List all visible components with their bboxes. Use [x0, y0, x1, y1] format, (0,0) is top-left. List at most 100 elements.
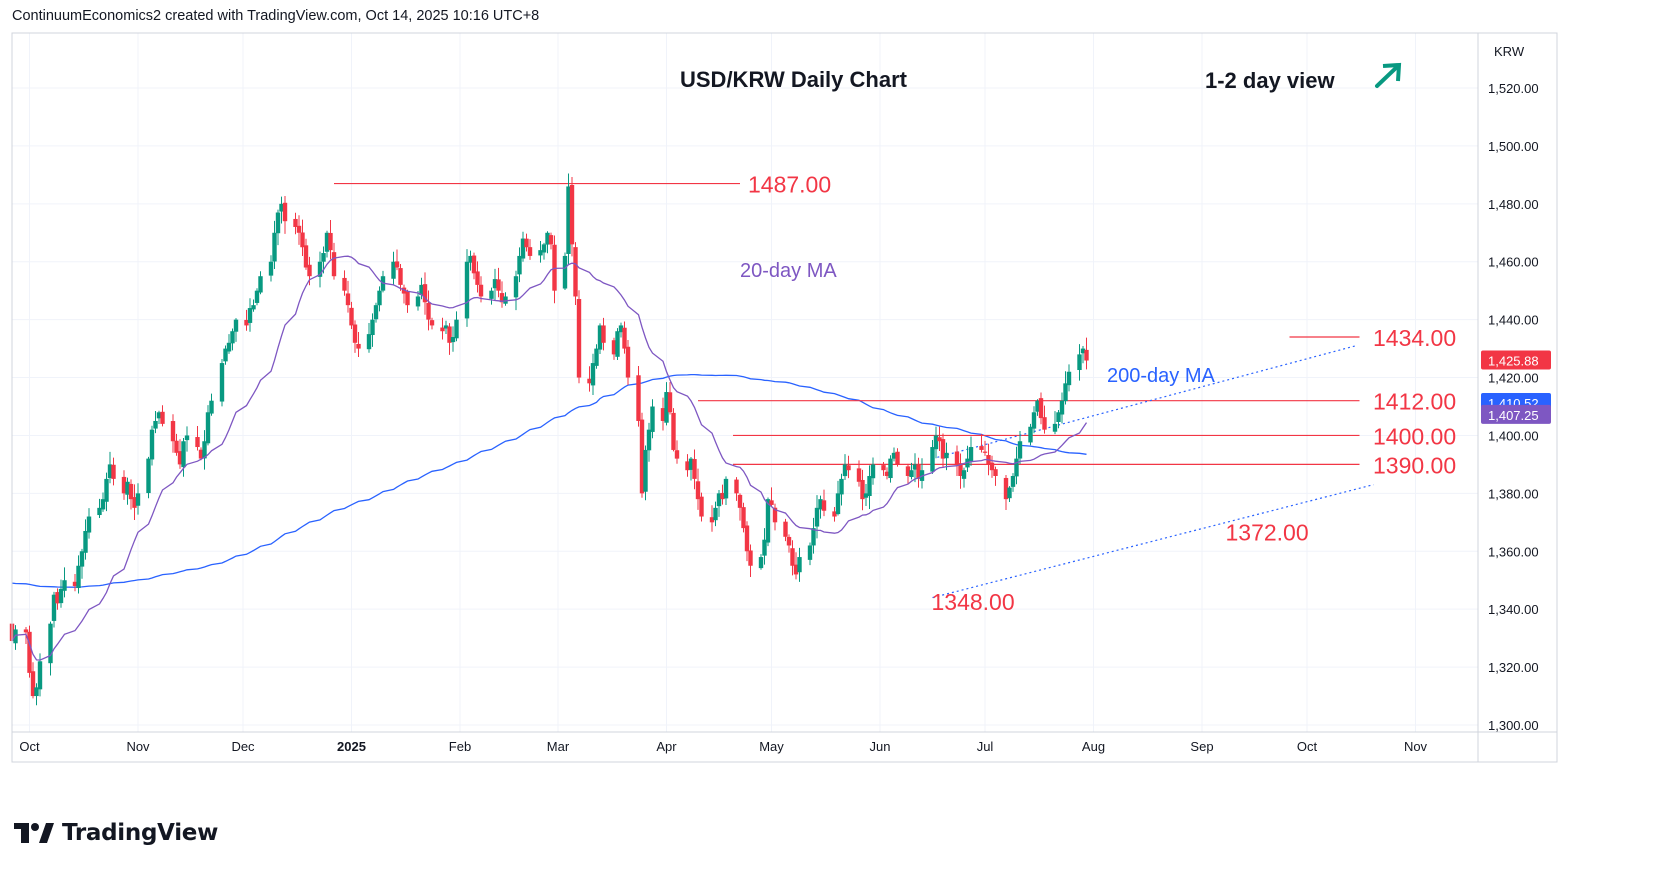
candle — [912, 453, 918, 483]
candle-body — [177, 451, 183, 465]
candle-body — [891, 452, 897, 459]
candle — [1038, 392, 1044, 425]
candle-body — [979, 446, 984, 450]
x-tick-label: Jul — [977, 739, 994, 754]
candle — [748, 544, 753, 577]
candle-body — [230, 331, 235, 344]
candle — [149, 425, 155, 466]
candle — [419, 277, 424, 300]
candle-body — [541, 244, 547, 253]
candle — [272, 220, 277, 270]
candle-body — [569, 184, 575, 245]
candle — [905, 463, 911, 485]
candle-body — [758, 557, 764, 569]
price-tag-text: 1,407.25 — [1488, 408, 1539, 423]
candle-body — [562, 255, 568, 289]
price-scale-label: KRW — [1494, 44, 1525, 59]
arrow-up-right-icon — [1375, 62, 1402, 88]
candle — [762, 528, 767, 565]
candle-body — [23, 629, 29, 633]
arrow-shaft — [1375, 64, 1400, 88]
candle — [51, 591, 57, 628]
attribution-text: ContinuumEconomics2 created with Trading… — [12, 8, 540, 24]
candle — [475, 261, 480, 293]
candle-body — [870, 464, 876, 479]
y-tick-label: 1,440.00 — [1488, 313, 1539, 328]
candle — [601, 317, 606, 351]
candle — [860, 469, 865, 511]
candle — [405, 289, 410, 313]
candle — [345, 280, 351, 313]
candle — [594, 344, 599, 369]
candle — [303, 238, 309, 270]
candle — [1010, 473, 1016, 492]
candle — [674, 440, 680, 464]
candle — [258, 271, 263, 295]
candle — [391, 251, 396, 286]
candle-body — [765, 499, 771, 543]
candle-body — [72, 581, 78, 587]
candle-body — [1038, 398, 1044, 419]
candle — [62, 567, 67, 598]
candle — [55, 588, 60, 610]
candle — [128, 479, 134, 510]
tradingview-logo[interactable]: TradingView — [14, 818, 218, 848]
candle — [884, 467, 890, 480]
x-tick-label: Sep — [1190, 739, 1213, 754]
candle-body — [349, 307, 354, 326]
candle-body — [520, 238, 526, 259]
candle — [1028, 423, 1033, 446]
candle — [254, 288, 260, 306]
candle — [366, 323, 372, 353]
channel-upper — [932, 345, 1357, 460]
candle — [104, 472, 109, 512]
candle-body — [55, 592, 60, 604]
candle-body — [156, 412, 162, 419]
candle — [1042, 405, 1047, 434]
candle — [331, 242, 337, 280]
candle-body — [422, 284, 428, 303]
candle-body — [573, 247, 578, 297]
candle — [135, 483, 141, 515]
candle-body — [1017, 441, 1023, 459]
candle — [590, 353, 596, 396]
candle-body — [912, 464, 918, 470]
candle — [198, 447, 204, 461]
candle-body — [300, 232, 305, 248]
candle — [888, 455, 893, 483]
candle — [377, 286, 382, 312]
candle-body — [734, 479, 739, 494]
x-tick-label: Mar — [547, 739, 570, 754]
candle — [125, 477, 130, 505]
candle-body — [58, 588, 64, 604]
candle-body — [324, 232, 330, 252]
candle-body — [618, 325, 624, 333]
candle-body — [860, 479, 865, 500]
price-tag-bg — [1481, 350, 1551, 370]
axes: KRW 1,300.00 1,320.00 1,340.00 1,360.00 1,380… — [11, 32, 1558, 763]
candle — [356, 331, 361, 357]
candle — [468, 250, 473, 271]
candle-body — [958, 463, 963, 476]
candle-body — [961, 470, 967, 479]
candle-body — [223, 348, 228, 362]
candle-body — [132, 497, 137, 508]
candle — [611, 337, 617, 360]
x-tick-label: Oct — [19, 739, 40, 754]
candle — [524, 233, 529, 252]
candle — [79, 548, 85, 579]
candle — [279, 196, 284, 224]
candle-body — [790, 548, 795, 566]
candle — [846, 455, 851, 479]
candle — [72, 573, 78, 592]
candle — [692, 449, 697, 490]
candle-body — [716, 493, 722, 507]
candle-body — [37, 661, 43, 690]
candle-body — [643, 449, 648, 492]
candle-body — [895, 451, 900, 465]
candle — [856, 460, 862, 487]
candle — [370, 313, 375, 347]
candle — [492, 268, 498, 301]
candle-body — [821, 500, 827, 511]
